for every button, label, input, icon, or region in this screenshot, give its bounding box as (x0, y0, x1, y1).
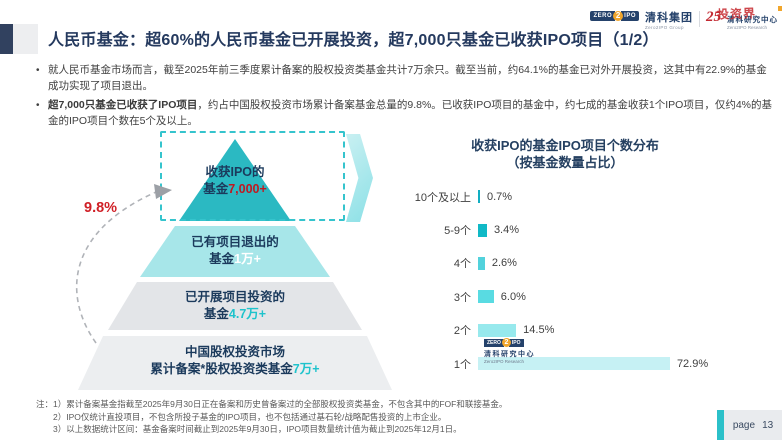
title-accent-gray (13, 24, 38, 54)
pyramid-level-bottom (78, 336, 392, 390)
note-line: 2）IPO仅统计直投项目，不包含所投子基金的IPO项目，也不包括通过基石轮/战略… (53, 411, 447, 422)
bullet-marker: • (36, 100, 40, 111)
badge-ipo: IPO (621, 11, 639, 21)
red-watermark: 投资界 (716, 6, 757, 22)
page-number-accent (717, 410, 724, 440)
pyramid-callout-percent: 9.8% (84, 200, 118, 216)
value-label: 0.7% (487, 190, 513, 203)
pyramid-label-3: 已开展项目投资的 基金4.7万+ (184, 290, 285, 321)
notes-prefix: 注： (36, 399, 54, 409)
group-name-cn: 清科集团 (645, 12, 693, 24)
category-label: 2个 (453, 325, 471, 338)
bullet-item: • 超7,000只基金已收获了IPO项目，约占中国股权投资市场累计备案基金总量的… (36, 98, 772, 129)
bullet-marker: • (36, 65, 40, 76)
badge-zero: ZERO (484, 338, 504, 347)
bullet-item: • 就人民币基金市场而言，截至2025年前三季度累计备案的股权投资类基金共计7万… (36, 63, 772, 94)
bullet-text: 超7,000只基金已收获了IPO项目，约占中国股权投资市场累计备案基金总量的9.… (48, 99, 772, 127)
note-line: 1）累计备案基金指截至2025年9月30日正在备案和历史曾备案过的全部股权投资类… (53, 399, 508, 409)
header-logos: ZERO 2 IPO 清科集团 Zero2IPO Group 25 清科研究中心… (590, 6, 782, 30)
page-value: 13 (762, 419, 774, 431)
badge-two: 2 (501, 338, 511, 347)
badge-two: 2 (613, 11, 624, 21)
zero2ipo-badge-icon: ZERO 2 IPO (590, 11, 639, 21)
footnotes: 注： 1）累计备案基金指截至2025年9月30日正在备案和历史曾备案过的全部股权… (36, 398, 736, 436)
pyramid-level-3 (108, 282, 362, 330)
watermark-dot (778, 6, 782, 11)
bullet-list: • 就人民币基金市场而言，截至2025年前三季度累计备案的股权投资类基金共计7万… (36, 63, 772, 133)
bar (478, 357, 670, 371)
pyramid-label-2: 已有项目退出的 基金1万+ (191, 235, 279, 266)
chart-row: 10个及以上 0.7% (408, 180, 778, 213)
note-line: 3）以上数据统计区间：基金备案时间截止到2025年9月30日，IPO项目数量统计… (53, 424, 462, 434)
bar (478, 223, 487, 237)
page-number: page 13 (724, 410, 782, 440)
pyramid-diagram: 收获IPO的 基金7,000+ 已有项目退出的 基金1万+ 已开展项目投资的 基… (78, 138, 392, 390)
chart-row: 5-9个 3.4% (408, 213, 778, 246)
chart-watermark-logo: ZERO 2 IPO 清科研究中心 Zero2IPO Research (484, 338, 535, 364)
category-label: 1个 (453, 358, 471, 371)
value-label: 14.5% (523, 324, 555, 337)
anniversary-25-logo: 25 (706, 9, 721, 25)
highlight-dashed-box (160, 131, 345, 221)
zero2ipo-badge-icon: ZERO 2 IPO (484, 338, 535, 347)
bar-chart: 10个及以上 0.7% 5-9个 3.4% 4个 2.6% 3个 6.0% 2个 14.5% 1个 7… (408, 180, 778, 380)
chart-title: 收获IPO的基金IPO项目个数分布 （按基金数量占比） (471, 138, 659, 170)
watermark-name-cn: 清科研究中心 (484, 351, 535, 358)
badge-zero: ZERO (590, 11, 616, 21)
group-logo: 清科集团 Zero2IPO Group (645, 9, 693, 30)
page-title: 人民币基金：超60%的人民币基金已开展投资，超7,000只基金已收获IPO项目（… (48, 32, 659, 49)
bullet-text: 就人民币基金市场而言，截至2025年前三季度累计备案的股权投资类基金共计7万余只… (48, 64, 767, 92)
group-name-en: Zero2IPO Group (645, 25, 684, 30)
bar (478, 323, 517, 337)
dashed-arrow-icon (76, 184, 172, 344)
logo-divider (699, 11, 700, 27)
chart-row: 3个 6.0% (408, 280, 778, 313)
badge-ipo: IPO (508, 338, 524, 347)
chart-row: 1个 72.9% (408, 347, 778, 380)
value-label: 6.0% (500, 290, 526, 303)
notes-list: 1）累计备案基金指截至2025年9月30日正在备案和历史曾备案过的全部股权投资类… (53, 398, 507, 436)
watermark-name-en: Zero2IPO Research (484, 359, 525, 364)
bar (478, 256, 485, 270)
category-label: 3个 (453, 291, 471, 304)
page-label: page (732, 419, 756, 431)
chart-row: 2个 14.5% (408, 314, 778, 347)
bar (478, 190, 480, 204)
research-logo: 清科研究中心 Zero2IPO Research 投资界 (717, 6, 782, 30)
bar (478, 290, 494, 304)
research-name-cn: 清科研究中心 (727, 15, 778, 24)
value-label: 72.9% (676, 357, 709, 370)
category-label: 5-9个 (444, 225, 471, 238)
category-label: 4个 (453, 258, 471, 271)
title-accent-navy (0, 24, 13, 54)
pyramid-label-bottom: 中国股权投资市场 累计备案*股权投资类基金7万+ (150, 345, 320, 376)
pyramid-label-top: 收获IPO的 基金7,000+ (203, 165, 267, 196)
research-name-en: Zero2IPO Research (727, 25, 768, 30)
pyramid-level-2 (140, 226, 330, 277)
chart-row: 4个 2.6% (408, 247, 778, 280)
category-label: 10个及以上 (414, 191, 471, 204)
value-label: 3.4% (493, 224, 520, 237)
value-label: 2.6% (491, 257, 517, 270)
